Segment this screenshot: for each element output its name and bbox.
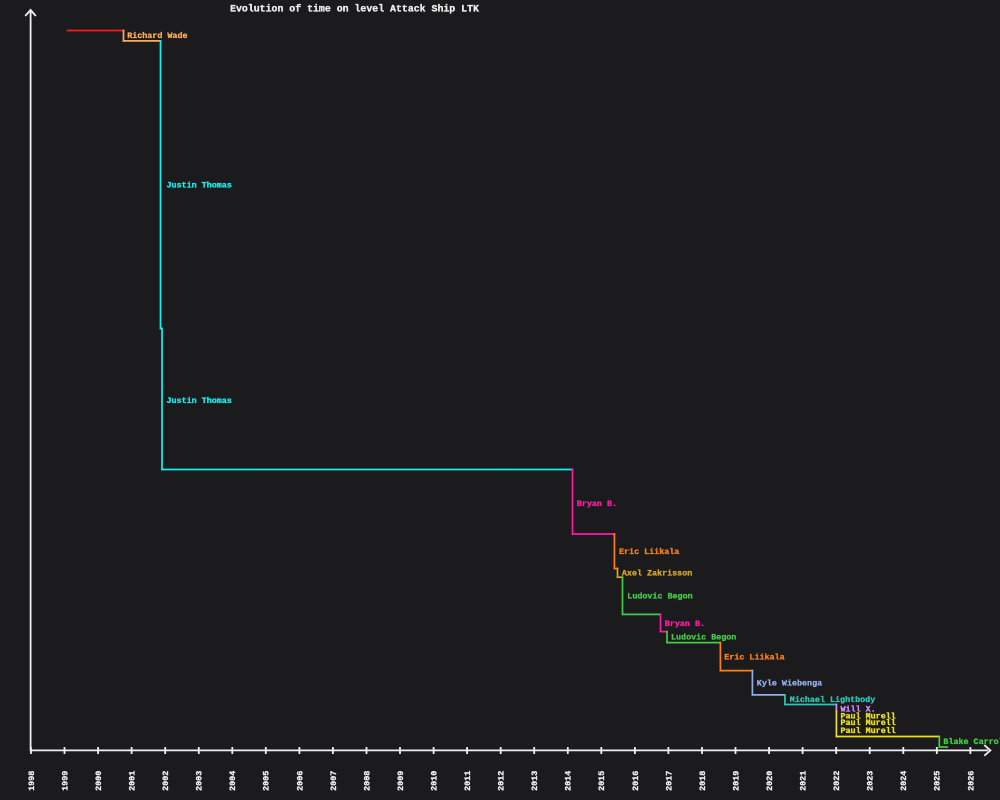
svg-text:2006: 2006 [295,771,305,791]
svg-text:2022: 2022 [832,771,842,791]
svg-text:2016: 2016 [631,771,641,791]
svg-text:2021: 2021 [799,771,809,791]
svg-text:Bryan B.: Bryan B. [665,619,705,629]
svg-text:2009: 2009 [396,771,406,791]
svg-text:2001: 2001 [128,771,138,791]
svg-text:2018: 2018 [698,771,708,791]
svg-text:Evolution of time on level Att: Evolution of time on level Attack Ship L… [230,3,479,14]
svg-text:2020: 2020 [765,771,775,791]
svg-text:2014: 2014 [564,771,574,791]
svg-text:Ludovic Begon: Ludovic Begon [671,633,736,643]
svg-text:1998: 1998 [27,771,37,791]
svg-text:2019: 2019 [731,771,741,791]
svg-text:Eric Liikala: Eric Liikala [619,547,679,557]
svg-text:Paul Murell: Paul Murell [841,726,896,736]
svg-text:Justin Thomas: Justin Thomas [167,396,232,406]
svg-text:Ludovic Begon: Ludovic Begon [627,591,692,601]
svg-text:2026: 2026 [966,771,976,791]
svg-text:Axel Zakrisson: Axel Zakrisson [622,568,692,578]
svg-text:Eric Liikala: Eric Liikala [724,652,784,662]
svg-text:2017: 2017 [664,771,674,791]
svg-text:2013: 2013 [530,771,540,791]
svg-text:2024: 2024 [899,771,909,791]
svg-text:Michael Lightbody: Michael Lightbody [790,695,875,705]
svg-text:Richard Wade: Richard Wade [127,31,187,41]
svg-text:Justin Thomas: Justin Thomas [167,180,232,190]
svg-text:2011: 2011 [463,771,473,791]
svg-text:2000: 2000 [94,771,104,791]
svg-text:2003: 2003 [195,771,205,791]
svg-text:2004: 2004 [228,771,238,791]
svg-text:Paul Murell: Paul Murell [841,711,896,721]
svg-text:2025: 2025 [933,771,943,791]
svg-text:2010: 2010 [430,771,440,791]
svg-text:2002: 2002 [161,771,171,791]
svg-text:2008: 2008 [362,771,372,791]
svg-text:2005: 2005 [262,771,272,791]
svg-text:Kyle Wiebenga: Kyle Wiebenga [757,679,822,689]
svg-text:2007: 2007 [329,771,339,791]
svg-text:Bryan B.: Bryan B. [577,499,617,509]
svg-text:1999: 1999 [60,771,70,791]
svg-text:Will X.: Will X. [841,705,876,715]
svg-text:2023: 2023 [866,771,876,791]
svg-text:Paul Murell: Paul Murell [841,718,896,728]
svg-text:2015: 2015 [597,771,607,791]
svg-text:Blake Carrol: Blake Carrol [943,737,1000,747]
svg-text:2012: 2012 [497,771,507,791]
